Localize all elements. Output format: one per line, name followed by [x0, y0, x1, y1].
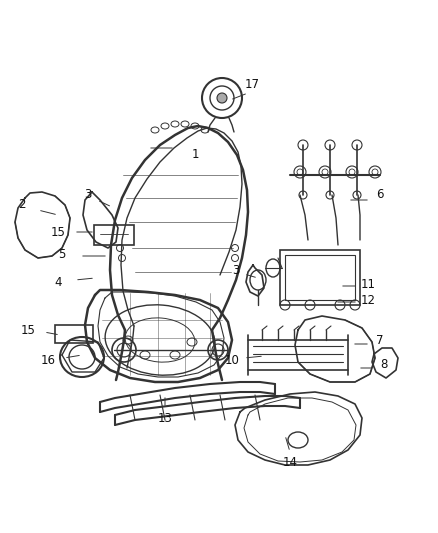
Text: 16: 16 — [40, 353, 56, 367]
Text: 1: 1 — [191, 149, 199, 161]
Text: 10: 10 — [225, 353, 240, 367]
Bar — [55, 325, 93, 343]
Text: 12: 12 — [360, 294, 375, 306]
Text: 3: 3 — [84, 189, 92, 201]
Text: 15: 15 — [21, 324, 35, 336]
Bar — [285, 255, 355, 300]
Text: 14: 14 — [283, 456, 297, 469]
Bar — [94, 225, 134, 245]
Text: 3: 3 — [232, 263, 240, 277]
Text: 7: 7 — [376, 334, 384, 346]
Text: 15: 15 — [50, 225, 65, 238]
Text: 2: 2 — [18, 198, 26, 212]
Bar — [280, 250, 360, 305]
Text: 5: 5 — [58, 248, 66, 262]
Text: 8: 8 — [380, 359, 388, 372]
Ellipse shape — [217, 93, 227, 103]
Text: 4: 4 — [54, 276, 62, 288]
Text: 13: 13 — [158, 411, 173, 424]
Text: 17: 17 — [244, 78, 259, 92]
Text: 11: 11 — [360, 278, 375, 290]
Text: 6: 6 — [376, 189, 384, 201]
